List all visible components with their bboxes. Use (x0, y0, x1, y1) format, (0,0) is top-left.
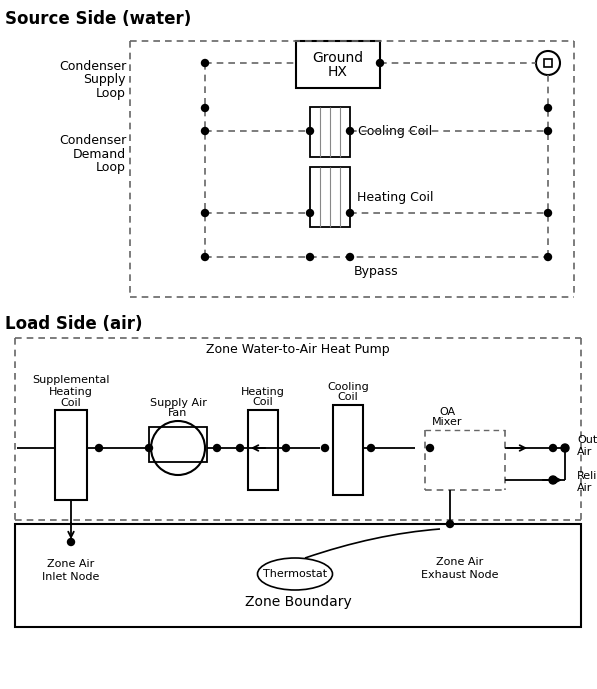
Circle shape (214, 444, 220, 451)
Circle shape (368, 444, 374, 451)
Text: Loop: Loop (96, 161, 126, 174)
Text: Coil: Coil (61, 398, 81, 408)
Text: Demand: Demand (73, 147, 126, 161)
Text: OA: OA (439, 407, 455, 417)
Bar (248, 410, 278, 490)
Circle shape (306, 254, 313, 260)
Circle shape (202, 127, 208, 134)
Text: Condenser: Condenser (59, 59, 126, 72)
Text: Loop: Loop (96, 87, 126, 99)
Circle shape (236, 444, 244, 451)
Text: Heating Coil: Heating Coil (357, 190, 433, 203)
Circle shape (544, 209, 552, 216)
Bar (55, 410, 87, 500)
Bar (15, 524, 581, 627)
Circle shape (544, 105, 552, 112)
Circle shape (346, 254, 353, 260)
Text: Air: Air (577, 447, 592, 457)
Text: Relief: Relief (577, 471, 597, 481)
Bar (296, 41, 380, 88)
Text: Ground: Ground (312, 52, 364, 65)
Text: HX: HX (328, 65, 348, 79)
Text: Bypass: Bypass (354, 265, 399, 278)
Text: Coil: Coil (253, 397, 273, 407)
Bar (333, 405, 363, 495)
Text: Zone Air: Zone Air (436, 557, 484, 567)
Bar (310, 167, 350, 227)
Circle shape (322, 444, 328, 451)
Text: Heating: Heating (241, 387, 285, 397)
Text: Load Side (air): Load Side (air) (5, 315, 143, 333)
Circle shape (202, 209, 208, 216)
Bar (310, 107, 350, 157)
Bar (149, 427, 207, 462)
Circle shape (549, 476, 557, 484)
Circle shape (544, 127, 552, 134)
Circle shape (549, 444, 556, 451)
Circle shape (377, 59, 383, 67)
Text: Air: Air (577, 483, 592, 493)
Circle shape (346, 209, 353, 216)
Text: Supply Air: Supply Air (150, 398, 207, 408)
Text: Fan: Fan (168, 408, 187, 418)
Circle shape (146, 444, 152, 451)
Text: Inlet Node: Inlet Node (42, 572, 100, 582)
Circle shape (306, 209, 313, 216)
Text: Zone Air: Zone Air (47, 559, 95, 569)
Circle shape (67, 539, 75, 546)
Circle shape (202, 105, 208, 112)
Circle shape (202, 254, 208, 260)
Text: Thermostat: Thermostat (263, 569, 327, 579)
Text: Source Side (water): Source Side (water) (5, 10, 191, 28)
Circle shape (96, 444, 103, 451)
Bar (544, 59, 552, 67)
Text: Cooling Coil: Cooling Coil (358, 125, 432, 138)
Text: Coil: Coil (338, 392, 358, 402)
Circle shape (346, 127, 353, 134)
Circle shape (282, 444, 290, 451)
Circle shape (202, 59, 208, 67)
Circle shape (306, 127, 313, 134)
Text: Exhaust Node: Exhaust Node (421, 570, 498, 580)
Text: Zone Boundary: Zone Boundary (245, 595, 352, 609)
Circle shape (447, 520, 454, 528)
Text: Supplemental: Supplemental (32, 375, 110, 385)
Circle shape (561, 444, 569, 452)
Text: Zone Water-to-Air Heat Pump: Zone Water-to-Air Heat Pump (206, 344, 390, 356)
Circle shape (426, 444, 433, 451)
Text: Condenser: Condenser (59, 134, 126, 147)
Text: Supply: Supply (84, 74, 126, 87)
Circle shape (544, 254, 552, 260)
Text: Mixer: Mixer (432, 417, 462, 427)
Text: Outside: Outside (577, 435, 597, 445)
Text: Heating: Heating (49, 387, 93, 397)
Text: Cooling: Cooling (327, 382, 369, 392)
